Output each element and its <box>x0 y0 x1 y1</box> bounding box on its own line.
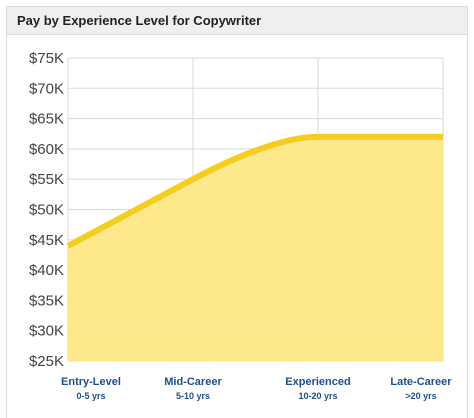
y-tick-label: $40K <box>29 262 64 279</box>
x-tick-label: Entry-Level <box>61 376 121 388</box>
y-tick-label: $70K <box>29 80 64 97</box>
x-tick-sublabel: 0-5 yrs <box>76 391 105 401</box>
y-tick-label: $65K <box>29 111 64 128</box>
y-tick-label: $25K <box>29 353 64 370</box>
x-tick-sublabel: 10-20 yrs <box>298 391 337 401</box>
y-tick-label: $35K <box>29 292 64 309</box>
y-tick-label: $55K <box>29 171 64 188</box>
series-line <box>66 133 443 249</box>
x-tick-sublabel: >20 yrs <box>405 391 436 401</box>
x-tick-label: Late-Career <box>390 376 452 388</box>
area-fill <box>68 136 443 361</box>
y-tick-label: $50K <box>29 202 64 219</box>
y-tick-label: $45K <box>29 232 64 249</box>
y-tick-label: $30K <box>29 323 64 340</box>
card-title: Pay by Experience Level for Copywriter <box>17 13 262 28</box>
y-tick-label: $60K <box>29 141 64 158</box>
y-axis-ticks: $25K $30K $35K $40K $45K $50K $55K $60K $65K $70K… <box>29 50 64 370</box>
y-tick-label: $75K <box>29 50 64 67</box>
x-axis-ticks: Entry-Level 0-5 yrs Mid-Career 5-10 yrs Expe… <box>61 376 452 401</box>
x-tick-sublabel: 5-10 yrs <box>176 391 210 401</box>
card-header: Pay by Experience Level for Copywriter <box>7 7 467 35</box>
x-tick-label: Experienced <box>285 376 350 388</box>
x-tick-label: Mid-Career <box>164 376 222 388</box>
